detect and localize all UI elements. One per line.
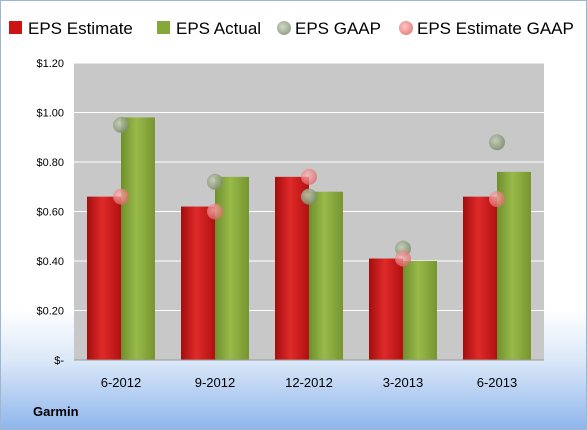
- markers: [113, 116, 505, 267]
- marker-eps-estimate-gaap: [395, 250, 411, 267]
- bar-eps-actual: [215, 176, 249, 360]
- marker-eps-gaap: [113, 116, 129, 133]
- legend-label-eps-gaap: EPS GAAP: [295, 19, 381, 38]
- x-category-label: 9-2012: [195, 375, 235, 390]
- y-tick-label: $0.20: [36, 306, 64, 318]
- y-tick-label: $0.40: [36, 256, 64, 268]
- legend-swatch-eps-actual: [157, 21, 170, 34]
- x-category-label: 12-2012: [285, 375, 333, 390]
- legend-label-eps-estimate-gaap: EPS Estimate GAAP: [417, 19, 574, 38]
- bar-eps-estimate: [369, 258, 403, 360]
- company-name: Garmin: [33, 404, 79, 419]
- y-tick-label: $1.00: [36, 108, 64, 120]
- marker-eps-estimate-gaap: [301, 168, 317, 185]
- marker-eps-estimate-gaap: [207, 203, 223, 220]
- y-tick-label: $0.60: [36, 207, 64, 219]
- legend-marker-eps-estimate-gaap: [399, 21, 413, 35]
- bar-eps-estimate: [87, 196, 121, 360]
- legend-label-eps-actual: EPS Actual: [176, 19, 261, 38]
- marker-eps-gaap: [489, 134, 505, 151]
- bar-eps-estimate: [181, 206, 215, 360]
- x-category-label: 3-2013: [383, 375, 423, 390]
- bar-eps-actual: [121, 117, 155, 360]
- legend-marker-eps-gaap: [277, 21, 291, 35]
- x-category-label: 6-2012: [101, 375, 141, 390]
- marker-eps-gaap: [207, 173, 223, 190]
- y-tick-label: $1.20: [36, 58, 64, 70]
- bar-eps-actual: [403, 261, 437, 360]
- bars: [87, 117, 531, 360]
- x-category-label: 6-2013: [477, 375, 517, 390]
- marker-eps-estimate-gaap: [489, 191, 505, 208]
- legend: EPS Estimate EPS Actual EPS GAAP EPS Est…: [9, 19, 574, 38]
- marker-eps-estimate-gaap: [113, 188, 129, 205]
- y-tick-label: $-: [54, 355, 64, 367]
- legend-label-eps-estimate: EPS Estimate: [28, 19, 133, 38]
- bar-eps-actual: [309, 191, 343, 360]
- bar-eps-estimate: [275, 176, 309, 360]
- marker-eps-gaap: [301, 188, 317, 205]
- legend-swatch-eps-estimate: [9, 21, 22, 34]
- x-axis-category-labels: 6-2012 9-2012 12-2012 3-2013 6-2013: [101, 375, 517, 390]
- bar-eps-estimate: [463, 196, 497, 360]
- y-tick-label: $0.80: [36, 157, 64, 169]
- y-axis-tick-labels: $- $0.20 $0.40 $0.60 $0.80 $1.00 $1.20: [36, 58, 64, 367]
